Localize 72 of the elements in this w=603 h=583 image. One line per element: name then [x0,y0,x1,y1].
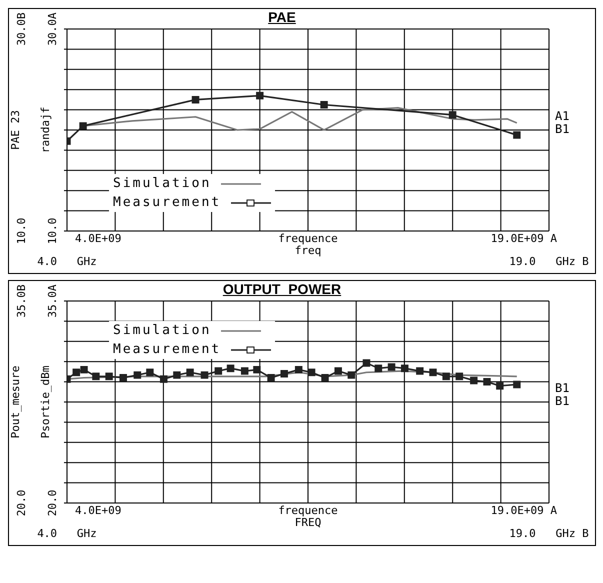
text: B1 [555,394,570,408]
point [348,371,356,379]
text: B1 [555,380,570,395]
y-tick-label: 20.0 [46,490,59,516]
y2-tick-label: 35.0B [15,284,28,318]
y2-axis-title: Pout_mesure [9,366,22,438]
point [240,367,248,375]
text: B1 [555,122,570,136]
point [79,122,87,130]
point [448,111,456,119]
y-tick-label: 30.0A [46,12,59,46]
x-tick-label: 4.0 GHz [37,255,97,268]
point [214,367,222,375]
text: 19.0E+09 A [490,232,558,245]
x-axis-title: frequence FREQ [278,504,338,529]
point [146,368,154,376]
y-tick-label: 35.0A [46,284,59,318]
point [362,359,370,367]
point [374,364,382,372]
point [186,368,194,376]
point [280,370,288,378]
legend-label: Simulation [113,323,212,338]
chart-title: PAE [268,9,296,25]
point [294,366,302,374]
chart-title: OUTPUT_POWER [222,281,342,297]
point [416,367,424,375]
point [320,101,328,108]
point [92,372,100,380]
x-tick-label: 19.0 GHz B [509,255,590,268]
point [496,382,504,390]
point [483,378,491,386]
point [334,367,342,375]
y-tick-label: 10.0 [46,218,59,244]
text: 4.0E+09 [75,504,122,517]
y-axis-title: randajf [39,106,52,154]
point [513,131,521,139]
point [80,366,88,374]
point [226,364,234,372]
point [253,366,261,374]
point [119,374,127,382]
point [388,363,396,371]
text: A1 [555,108,570,123]
point [134,371,142,379]
x-tick-label: 19.0 GHz B [509,527,590,540]
point [400,364,408,372]
y2-tick-label: 30.0B [15,12,28,46]
point [192,96,200,104]
y2-axis-title: PAE 23 [9,110,22,150]
point [267,374,275,382]
point [72,368,80,376]
text: 4.0E+09 [75,232,122,245]
point [105,372,113,380]
point [470,376,478,384]
legend-label: Measurement [113,195,222,210]
text: 19.0E+09 A [490,504,558,517]
legend-label: Simulation [113,176,212,192]
x-tick-label: 4.0 GHz [37,527,97,540]
point [160,375,168,383]
point [442,372,450,380]
y-axis-title: Psortie_dBm [39,365,52,438]
y2-tick-label: 20.0 [15,490,28,516]
point [321,374,329,382]
point [456,372,464,380]
y2-tick-label: 10.0 [15,218,28,244]
point [429,368,437,376]
point [256,92,264,100]
point [173,371,181,379]
point [200,371,208,379]
point [308,368,316,376]
legend-label: Measurement [113,342,222,358]
point [513,380,521,388]
x-axis-title: frequence freq [278,232,338,257]
